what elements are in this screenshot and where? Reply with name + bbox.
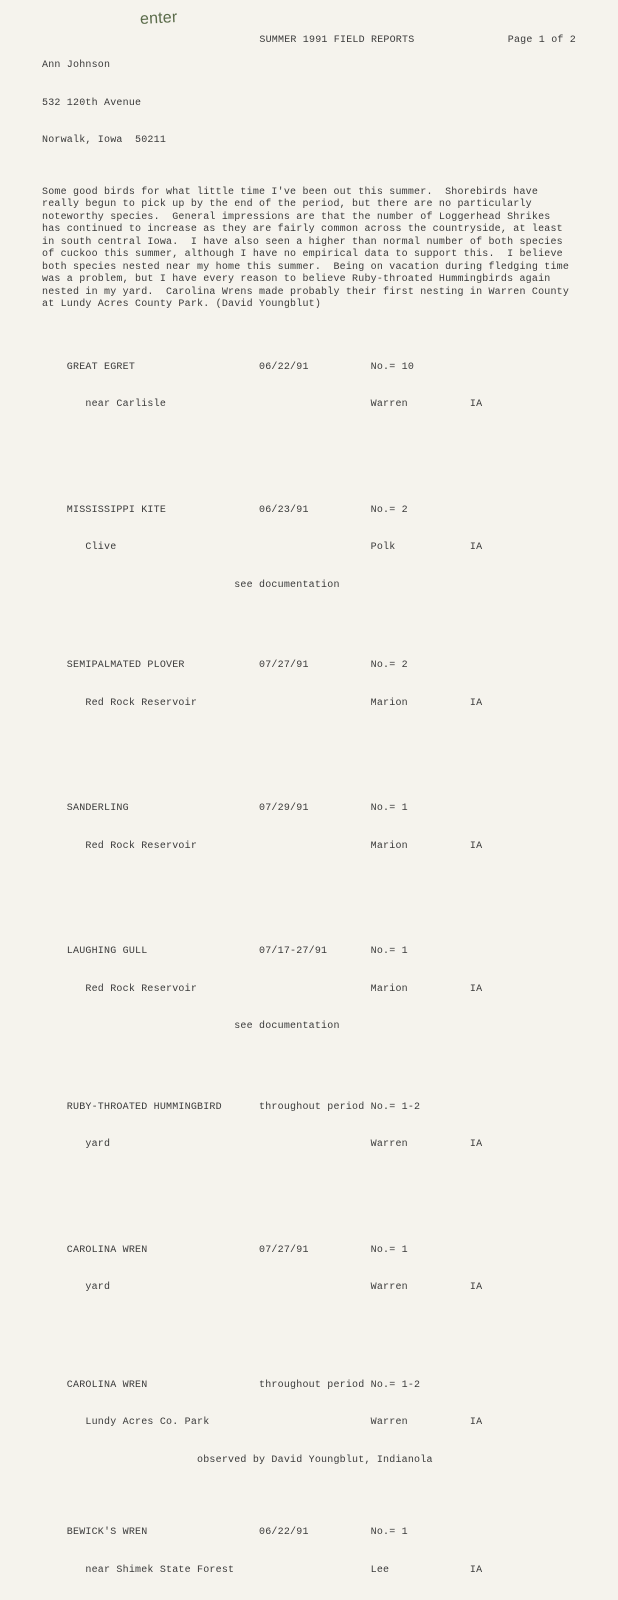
record-line1: CAROLINA WREN 07/27/91 No.= 1 [42, 1245, 576, 1258]
record-line1: BEWICK'S WREN 06/22/91 No.= 1 [42, 1527, 576, 1540]
record-line2: yard Warren IA [42, 1139, 576, 1152]
record-line3: see documentation [42, 580, 576, 593]
record-line1: CAROLINA WREN throughout period No.= 1-2 [42, 1380, 576, 1393]
page-number: Page 1 of 2 [508, 35, 576, 173]
record-line2: Red Rock Reservoir Marion IA [42, 698, 576, 711]
record: MISSISSIPPI KITE 06/23/91 No.= 2 Clive P… [42, 480, 576, 618]
record-line3: see documentation [42, 1021, 576, 1034]
record-line1: GREAT EGRET 06/22/91 No.= 10 [42, 362, 576, 375]
record-line2: Clive Polk IA [42, 542, 576, 555]
intro-paragraph: Some good birds for what little time I'v… [42, 187, 576, 312]
header-row: Ann Johnson 532 120th Avenue Norwalk, Io… [42, 35, 576, 173]
record-line1: MISSISSIPPI KITE 06/23/91 No.= 2 [42, 505, 576, 518]
record-line2: Red Rock Reservoir Marion IA [42, 841, 576, 854]
handwritten-note: enter [140, 9, 178, 29]
author-addr2: Norwalk, Iowa 50211 [42, 135, 166, 148]
record: LAUGHING GULL 07/17-27/91 No.= 1 Red Roc… [42, 921, 576, 1059]
record-line1: SANDERLING 07/29/91 No.= 1 [42, 803, 576, 816]
author-addr1: 532 120th Avenue [42, 98, 166, 111]
record-line1: SEMIPALMATED PLOVER 07/27/91 No.= 2 [42, 660, 576, 673]
record-line3: observed by David Youngblut, Indianola [42, 1455, 576, 1468]
record: SANDERLING 07/29/91 No.= 1 Red Rock Rese… [42, 778, 576, 903]
record: SEMIPALMATED PLOVER 07/27/91 No.= 2 Red … [42, 635, 576, 760]
records-list: GREAT EGRET 06/22/91 No.= 10 near Carlis… [42, 337, 576, 1600]
record-line1: LAUGHING GULL 07/17-27/91 No.= 1 [42, 946, 576, 959]
record-line2: yard Warren IA [42, 1282, 576, 1295]
record: BEWICK'S WREN 06/22/91 No.= 1 near Shime… [42, 1502, 576, 1600]
record-line2: near Carlisle Warren IA [42, 399, 576, 412]
report-title: SUMMER 1991 FIELD REPORTS [166, 35, 508, 173]
record: CAROLINA WREN throughout period No.= 1-2… [42, 1355, 576, 1493]
record-line2: near Shimek State Forest Lee IA [42, 1565, 576, 1578]
page: enter Ann Johnson 532 120th Avenue Norwa… [0, 0, 618, 800]
author-name: Ann Johnson [42, 60, 166, 73]
record-line2: Lundy Acres Co. Park Warren IA [42, 1417, 576, 1430]
record: RUBY-THROATED HUMMINGBIRD throughout per… [42, 1077, 576, 1202]
record: GREAT EGRET 06/22/91 No.= 10 near Carlis… [42, 337, 576, 462]
author-block: Ann Johnson 532 120th Avenue Norwalk, Io… [42, 35, 166, 173]
record-line2: Red Rock Reservoir Marion IA [42, 984, 576, 997]
record: CAROLINA WREN 07/27/91 No.= 1 yard Warre… [42, 1220, 576, 1345]
record-line1: RUBY-THROATED HUMMINGBIRD throughout per… [42, 1102, 576, 1115]
